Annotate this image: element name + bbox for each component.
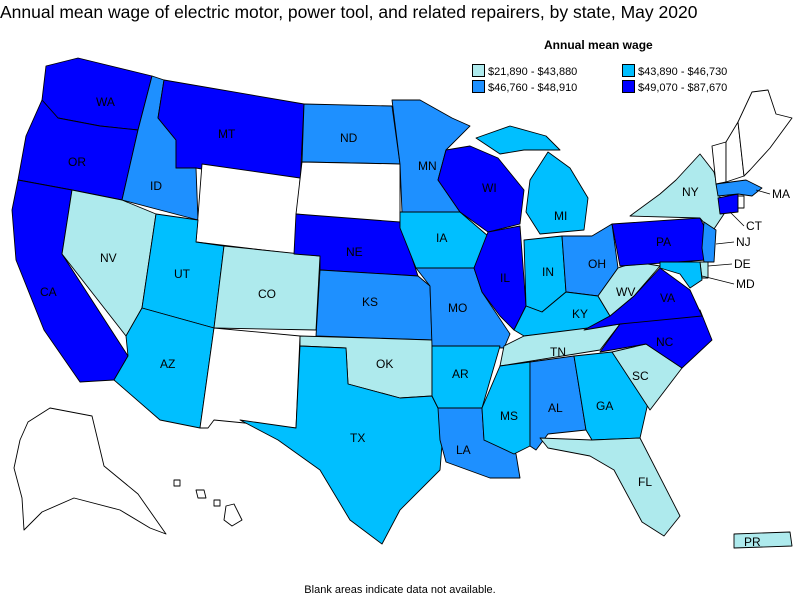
label-mo: MO (448, 301, 467, 315)
label-ms: MS (500, 409, 518, 423)
label-nv: NV (100, 251, 117, 265)
label-nd: ND (340, 131, 358, 145)
state-hi[interactable] (173, 479, 243, 527)
label-sc: SC (632, 369, 649, 383)
state-wi[interactable] (437, 145, 525, 233)
legend-label-3: $46,760 - $48,910 (488, 82, 578, 94)
state-ct[interactable] (717, 193, 739, 215)
label-de: DE (734, 257, 751, 271)
label-az: AZ (160, 357, 175, 371)
label-mi: MI (554, 209, 567, 223)
label-fl: FL (638, 475, 652, 489)
label-ct: CT (746, 219, 763, 233)
label-or: OR (68, 155, 86, 169)
label-pa: PA (656, 235, 671, 249)
label-ok: OK (376, 357, 393, 371)
state-il[interactable] (473, 225, 527, 331)
label-id: ID (150, 179, 162, 193)
state-mi-up[interactable] (475, 125, 561, 155)
label-nj: NJ (736, 235, 751, 249)
legend-label-4: $49,070 - $87,670 (638, 82, 728, 94)
label-va: VA (660, 291, 675, 305)
label-wa: WA (96, 95, 115, 109)
footnote: Blank areas indicate data not available. (304, 584, 496, 596)
legend-title: Annual mean wage (544, 38, 653, 52)
label-il: IL (500, 271, 510, 285)
label-la: LA (456, 443, 471, 457)
state-tn[interactable] (499, 323, 621, 367)
label-in: IN (542, 265, 554, 279)
legend-item-3: $46,760 - $48,910 (472, 80, 577, 94)
label-co: CO (258, 287, 276, 301)
label-ma: MA (772, 187, 790, 201)
state-wy[interactable] (195, 163, 301, 255)
legend-swatch-4 (622, 80, 635, 93)
legend-label-2: $43,890 - $46,730 (638, 66, 728, 78)
label-ar: AR (452, 367, 469, 381)
label-ut: UT (174, 267, 191, 281)
label-tn: TN (550, 345, 566, 359)
state-tx[interactable] (239, 345, 445, 545)
label-ga: GA (596, 399, 613, 413)
label-oh: OH (588, 257, 606, 271)
label-wv: WV (616, 285, 635, 299)
callout-leaders (701, 189, 771, 285)
legend-item-1: $21,890 - $43,880 (472, 64, 577, 78)
label-pr: PR (744, 535, 761, 549)
state-ri[interactable] (737, 195, 745, 209)
state-mi[interactable] (525, 151, 589, 235)
label-tx: TX (350, 431, 365, 445)
state-nm[interactable] (199, 327, 301, 429)
label-ny: NY (682, 185, 699, 199)
state-ma[interactable] (715, 179, 763, 197)
label-ia: IA (436, 231, 447, 245)
legend-swatch-2 (622, 64, 635, 77)
state-pr[interactable] (733, 531, 793, 549)
map-title: Annual mean wage of electric motor, powe… (0, 2, 698, 22)
state-labels: WA OR CA ID NV MT UT AZ CO ND NE KS OK T… (40, 95, 790, 549)
state-nj[interactable] (701, 221, 717, 263)
label-md: MD (736, 277, 755, 291)
state-ak[interactable] (13, 407, 167, 535)
label-ca: CA (40, 285, 57, 299)
label-nc: NC (656, 335, 674, 349)
label-ks: KS (362, 295, 378, 309)
legend-label-1: $21,890 - $43,880 (488, 66, 578, 78)
legend-item-4: $49,070 - $87,670 (622, 80, 727, 94)
state-me[interactable] (737, 89, 793, 177)
state-fl[interactable] (539, 437, 681, 537)
legend-swatch-1 (472, 64, 485, 77)
state-md[interactable] (659, 261, 703, 289)
legend-swatch-3 (472, 80, 485, 93)
label-wi: WI (482, 181, 497, 195)
label-al: AL (548, 401, 563, 415)
label-ky: KY (572, 307, 588, 321)
label-mt: MT (218, 127, 236, 141)
label-ne: NE (346, 245, 363, 259)
legend-item-2: $43,890 - $46,730 (622, 64, 727, 78)
legend: $21,890 - $43,880 $43,890 - $46,730 $46,… (472, 64, 782, 96)
label-mn: MN (418, 159, 437, 173)
